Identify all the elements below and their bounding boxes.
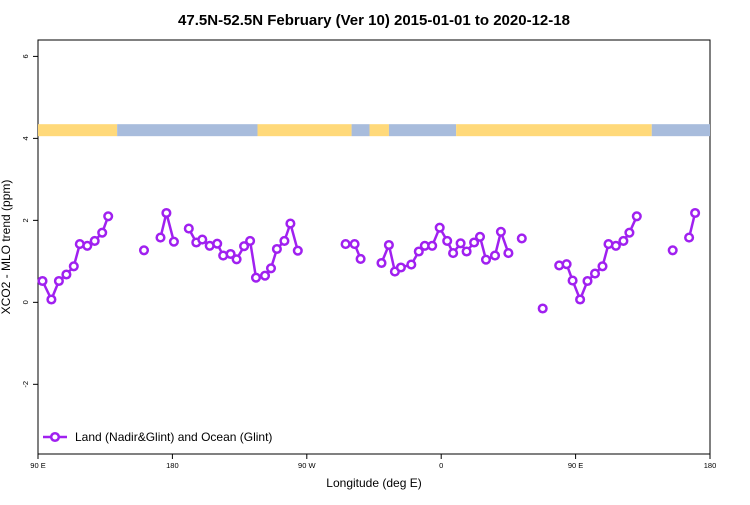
data-point — [245, 235, 256, 246]
data-point — [455, 238, 466, 249]
surface-land-segment — [38, 124, 118, 137]
data-point — [589, 268, 601, 279]
data-point — [597, 261, 608, 272]
y-tick-label: 6 — [21, 54, 30, 58]
surface-ocean-segment — [388, 124, 457, 137]
data-point — [503, 248, 514, 259]
x-tick-label: 180 — [166, 461, 179, 470]
data-point — [383, 239, 394, 251]
y-tick-label: 2 — [21, 218, 30, 222]
surface-strip — [38, 124, 710, 137]
x-tick-label: 90 W — [298, 461, 316, 470]
y-axis: -2 0 2 4 6 — [21, 54, 38, 388]
data-point — [271, 243, 282, 255]
data-point — [225, 248, 236, 260]
data-point — [618, 235, 629, 246]
data-point — [212, 238, 223, 249]
series-line — [558, 215, 638, 301]
data-point — [537, 303, 548, 314]
data-point — [46, 294, 57, 305]
data-point — [667, 245, 678, 256]
plot-frame — [37, 39, 711, 455]
data-point — [631, 211, 642, 222]
data-point — [292, 245, 303, 256]
data-point — [469, 237, 480, 248]
data-point — [434, 222, 445, 233]
surface-ocean-segment — [351, 124, 370, 137]
surface-ocean-segment — [117, 124, 258, 137]
x-tick-label: 180 — [704, 461, 717, 470]
data-point — [413, 246, 424, 257]
surface-land-segment — [369, 124, 389, 137]
y-tick-label: -2 — [21, 381, 30, 388]
data-point — [406, 259, 417, 270]
data-point — [82, 240, 93, 251]
legend-marker-swatch — [49, 431, 61, 443]
data-point — [461, 246, 472, 257]
data-point — [567, 275, 578, 286]
data-point — [395, 262, 406, 273]
data-point — [684, 232, 695, 243]
data-point — [259, 270, 271, 281]
y-tick-label: 0 — [21, 300, 30, 304]
data-point — [138, 245, 150, 256]
data-point — [624, 227, 635, 238]
y-axis-label: XCO2 - MLO trend (ppm) — [0, 180, 13, 315]
data-point — [376, 257, 387, 269]
data-point — [97, 227, 108, 238]
x-tick-label: 0 — [439, 461, 443, 470]
data-point — [582, 275, 593, 287]
data-point — [161, 207, 172, 219]
legend-label: Land (Nadir&Glint) and Ocean (Glint) — [75, 430, 272, 444]
data-point — [610, 240, 621, 251]
data-point — [442, 235, 453, 246]
data-point — [183, 223, 194, 234]
data-point — [690, 207, 701, 219]
data-point — [474, 231, 486, 242]
data-point — [561, 259, 572, 270]
data-point — [575, 294, 586, 305]
chart-title: 47.5N-52.5N February (Ver 10) 2015-01-01… — [178, 12, 570, 29]
data-point — [516, 233, 527, 244]
data-point — [489, 250, 501, 261]
data-point — [231, 254, 242, 265]
data-point — [427, 240, 438, 251]
x-tick-label: 90 E — [30, 461, 45, 470]
data-point — [89, 235, 100, 246]
x-tick-label: 90 E — [568, 461, 583, 470]
data-point — [265, 263, 277, 274]
data-point — [355, 253, 366, 264]
data-point — [340, 239, 351, 250]
surface-land-segment — [257, 124, 352, 137]
series-line — [41, 215, 110, 301]
data-point — [495, 226, 506, 237]
data-point — [285, 218, 296, 229]
data-point — [61, 269, 72, 280]
data-point — [53, 275, 64, 287]
x-axis: 90 E 180 90 W 0 90 E 180 — [30, 454, 716, 470]
data-point — [448, 248, 459, 259]
surface-ocean-segment — [651, 124, 710, 137]
data-point — [155, 232, 166, 243]
data-point — [239, 241, 250, 252]
data-point — [197, 234, 208, 245]
series-layer — [37, 207, 701, 314]
legend: Land (Nadir&Glint) and Ocean (Glint) — [43, 430, 272, 444]
data-point — [68, 261, 79, 272]
data-point — [250, 272, 262, 283]
y-tick-label: 4 — [21, 136, 30, 140]
data-point — [279, 235, 290, 246]
surface-land-segment — [456, 124, 652, 137]
data-point — [480, 254, 492, 265]
x-axis-label: Longitude (deg E) — [326, 476, 421, 490]
data-point — [349, 239, 360, 250]
data-point — [103, 211, 114, 222]
data-point — [168, 236, 179, 247]
data-point — [37, 275, 48, 287]
